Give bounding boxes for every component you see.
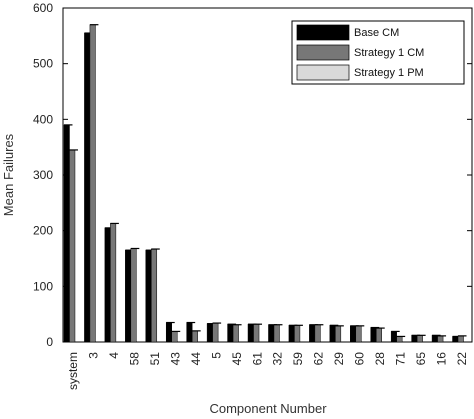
x-tick-label: 71 <box>393 352 407 366</box>
x-tick-label: 32 <box>271 352 285 366</box>
bar <box>145 249 152 343</box>
legend-label: Strategy 1 PM <box>354 67 424 79</box>
bar <box>165 322 172 343</box>
legend-swatch <box>296 44 350 61</box>
y-tick-label: 400 <box>33 112 53 126</box>
x-tick-label: 65 <box>414 352 428 366</box>
x-tick-label: 58 <box>128 352 142 366</box>
y-axis-label: Mean Failures <box>1 133 16 216</box>
x-tick-label: 22 <box>455 352 469 366</box>
x-tick-label: 61 <box>250 352 264 366</box>
bar <box>288 325 295 343</box>
bar <box>247 323 254 343</box>
x-tick-label: system <box>66 352 80 390</box>
bar <box>370 327 377 343</box>
x-tick-label: 28 <box>373 352 387 366</box>
y-tick-label: 300 <box>33 168 53 182</box>
bar <box>375 327 382 343</box>
x-axis-label: Component Number <box>209 401 327 416</box>
x-tick-label: 16 <box>434 352 448 366</box>
x-tick-label: 44 <box>189 352 203 366</box>
bar <box>350 325 357 343</box>
bar <box>232 324 239 343</box>
bar <box>227 323 234 343</box>
bar <box>191 330 198 343</box>
x-tick-label: 45 <box>230 352 244 366</box>
y-tick-label: 600 <box>33 1 53 15</box>
legend-swatch <box>296 24 350 41</box>
bar <box>294 325 301 343</box>
bar <box>273 324 280 343</box>
x-tick-label: 3 <box>87 352 101 359</box>
bar <box>186 322 193 343</box>
bar <box>390 331 397 343</box>
bar <box>63 124 70 343</box>
y-axis: 0 100 200 300 400 500 600 <box>33 1 472 349</box>
bar <box>110 223 117 343</box>
bar <box>437 335 444 343</box>
bar <box>431 335 438 343</box>
bar <box>329 325 336 343</box>
x-tick-label: 62 <box>312 352 326 366</box>
x-tick-label: 59 <box>291 352 305 366</box>
y-tick-label: 100 <box>33 279 53 293</box>
y-tick-label: 200 <box>33 224 53 238</box>
legend-label: Base CM <box>354 27 399 39</box>
bar <box>411 335 418 343</box>
bar <box>212 322 219 343</box>
bar <box>84 32 91 343</box>
bar <box>314 324 321 343</box>
bar <box>396 336 403 343</box>
x-axis: system 3 4 58 51 43 44 5 45 61 32 59 62 29 60 28 71 65 16 2… <box>66 338 469 390</box>
bar <box>355 325 362 343</box>
x-tick-label: 5 <box>209 352 223 359</box>
bar <box>457 335 464 343</box>
x-tick-label: 51 <box>148 352 162 366</box>
bar <box>69 149 76 343</box>
x-tick-label: 60 <box>353 352 367 366</box>
bar <box>130 248 137 343</box>
bar <box>452 336 459 343</box>
x-tick-label: 4 <box>107 352 121 359</box>
legend-label: Strategy 1 CM <box>354 47 424 59</box>
y-tick-label: 0 <box>46 335 53 349</box>
bar <box>171 331 178 343</box>
y-tick-label: 500 <box>33 57 53 71</box>
bar <box>268 324 275 343</box>
bar <box>104 227 111 343</box>
bar <box>89 24 96 343</box>
bar-series <box>63 24 467 343</box>
bar <box>151 248 158 343</box>
legend-swatch <box>296 64 350 81</box>
bar <box>253 323 260 343</box>
bar <box>125 249 132 343</box>
x-tick-label: 29 <box>332 352 346 366</box>
legend: Base CM Strategy 1 CM Strategy 1 PM <box>291 20 465 85</box>
x-tick-label: 43 <box>168 352 182 366</box>
bar <box>335 325 342 343</box>
bar <box>206 323 213 343</box>
bar <box>309 324 316 343</box>
bar <box>416 335 423 343</box>
